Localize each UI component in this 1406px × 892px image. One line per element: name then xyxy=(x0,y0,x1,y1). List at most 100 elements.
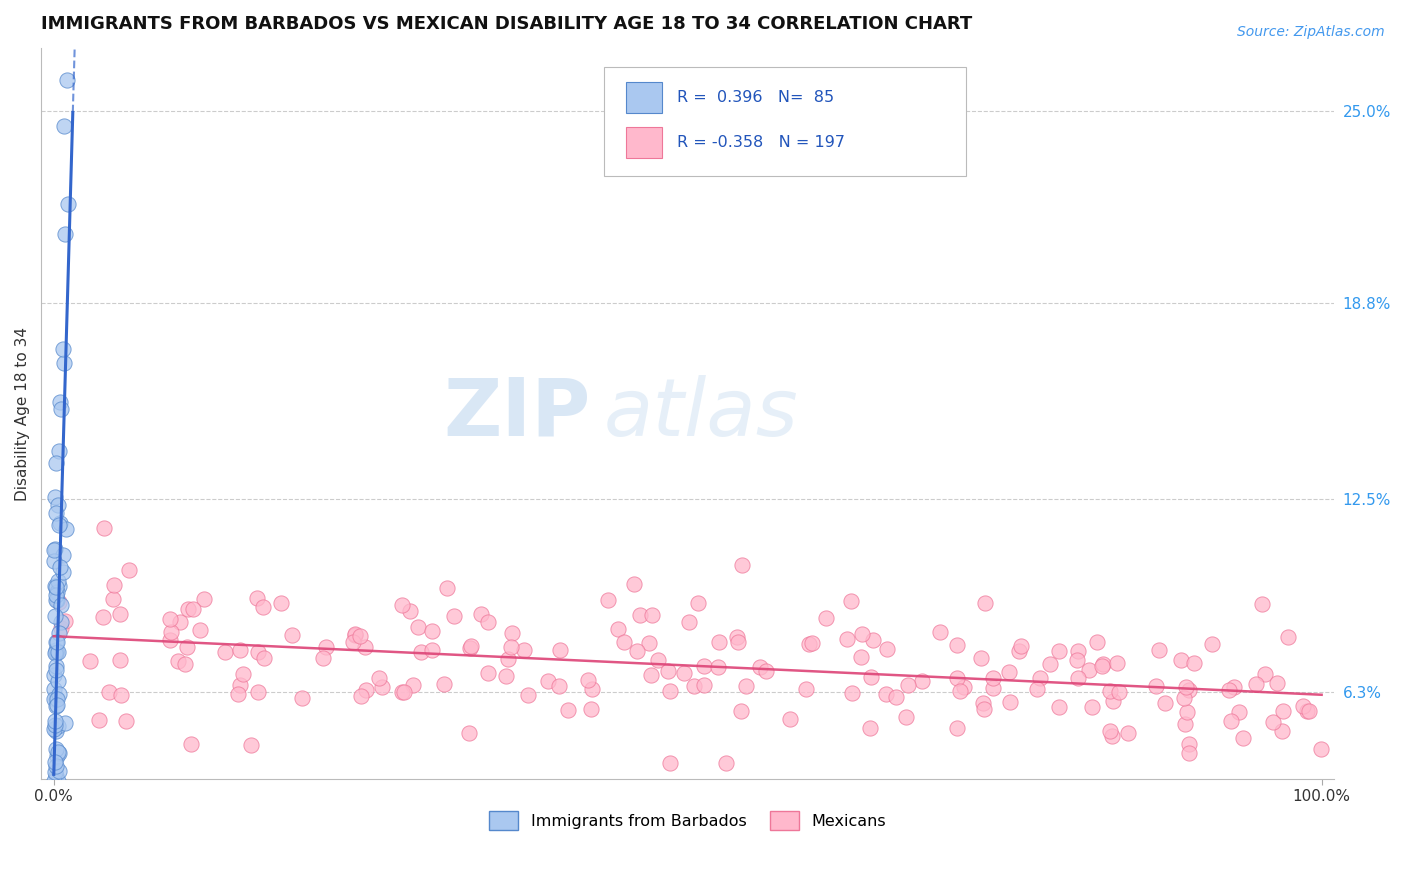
Point xyxy=(998,695,1021,709)
Point xyxy=(1223,680,1246,694)
Point xyxy=(46,745,69,759)
Point xyxy=(409,645,432,659)
Point xyxy=(1107,656,1129,670)
Point xyxy=(45,658,67,673)
Point xyxy=(945,721,967,735)
Point xyxy=(657,665,679,679)
Point xyxy=(628,607,651,622)
Point xyxy=(725,630,748,644)
Point xyxy=(859,721,882,735)
Point xyxy=(44,554,66,568)
Point xyxy=(48,394,70,409)
Point xyxy=(44,542,66,557)
Point xyxy=(103,591,125,606)
Point xyxy=(1177,705,1199,719)
Point xyxy=(232,666,254,681)
Point xyxy=(876,642,898,657)
Point xyxy=(1220,714,1243,729)
Point xyxy=(548,679,571,693)
Point xyxy=(443,609,465,624)
Point xyxy=(349,690,371,704)
Point xyxy=(998,665,1021,679)
Point xyxy=(862,632,884,647)
Point xyxy=(1144,679,1167,693)
Point xyxy=(1182,656,1205,670)
Point xyxy=(45,723,67,738)
Text: R =  0.396   N=  85: R = 0.396 N= 85 xyxy=(678,90,835,105)
Text: Source: ZipAtlas.com: Source: ZipAtlas.com xyxy=(1237,25,1385,39)
Point xyxy=(46,574,69,589)
Point xyxy=(44,718,66,732)
Point xyxy=(44,755,66,769)
Point xyxy=(579,702,602,716)
Point xyxy=(897,678,920,692)
Point xyxy=(972,696,994,710)
Point xyxy=(52,356,75,370)
Point xyxy=(110,653,132,667)
Point xyxy=(647,653,669,667)
Point xyxy=(45,845,67,859)
Point xyxy=(45,759,67,773)
Point xyxy=(103,578,125,592)
Point xyxy=(1101,729,1123,743)
Point xyxy=(688,597,710,611)
Point xyxy=(1047,700,1070,714)
Point xyxy=(44,794,66,808)
Point xyxy=(291,691,314,706)
Point xyxy=(46,692,69,706)
Point xyxy=(42,773,65,788)
Point xyxy=(48,625,70,640)
Point xyxy=(48,746,70,760)
Point xyxy=(799,637,821,651)
Point xyxy=(166,654,188,668)
Point xyxy=(949,684,972,698)
Point xyxy=(859,670,882,684)
Point xyxy=(779,712,801,726)
Point xyxy=(946,639,969,653)
Point xyxy=(1067,643,1090,657)
Point xyxy=(45,864,67,879)
Point xyxy=(839,594,862,608)
Point xyxy=(1292,698,1315,713)
Point xyxy=(875,687,897,701)
Point xyxy=(1066,653,1088,667)
Point xyxy=(45,792,67,806)
Point xyxy=(46,719,69,733)
Point xyxy=(896,710,918,724)
Point xyxy=(1174,680,1197,694)
Point xyxy=(45,643,67,657)
Point xyxy=(214,644,236,658)
Point xyxy=(1102,694,1125,708)
Point xyxy=(45,825,67,839)
Point xyxy=(45,663,67,677)
FancyBboxPatch shape xyxy=(603,67,966,177)
Point xyxy=(45,456,67,470)
Point xyxy=(229,678,252,692)
Point xyxy=(44,864,66,879)
Point xyxy=(159,612,181,626)
Legend: Immigrants from Barbados, Mexicans: Immigrants from Barbados, Mexicans xyxy=(482,805,893,837)
Point xyxy=(749,660,772,674)
Point xyxy=(44,714,66,729)
Point xyxy=(180,737,202,751)
Point xyxy=(44,699,66,714)
Point xyxy=(311,651,333,665)
Point xyxy=(45,592,67,607)
Point xyxy=(49,559,72,574)
Point xyxy=(367,671,389,685)
Point xyxy=(1154,696,1177,710)
Point xyxy=(436,581,458,595)
Point xyxy=(370,680,392,694)
Point xyxy=(735,679,758,693)
Text: IMMIGRANTS FROM BARBADOS VS MEXICAN DISABILITY AGE 18 TO 34 CORRELATION CHART: IMMIGRANTS FROM BARBADOS VS MEXICAN DISA… xyxy=(41,15,973,33)
Point xyxy=(91,610,114,624)
Point xyxy=(45,506,67,520)
Point xyxy=(596,593,619,607)
Point xyxy=(457,726,479,740)
Point xyxy=(45,749,67,764)
Point xyxy=(1309,741,1331,756)
Point xyxy=(45,585,67,599)
Point xyxy=(613,635,636,649)
Point xyxy=(45,769,67,783)
Point xyxy=(44,779,66,793)
